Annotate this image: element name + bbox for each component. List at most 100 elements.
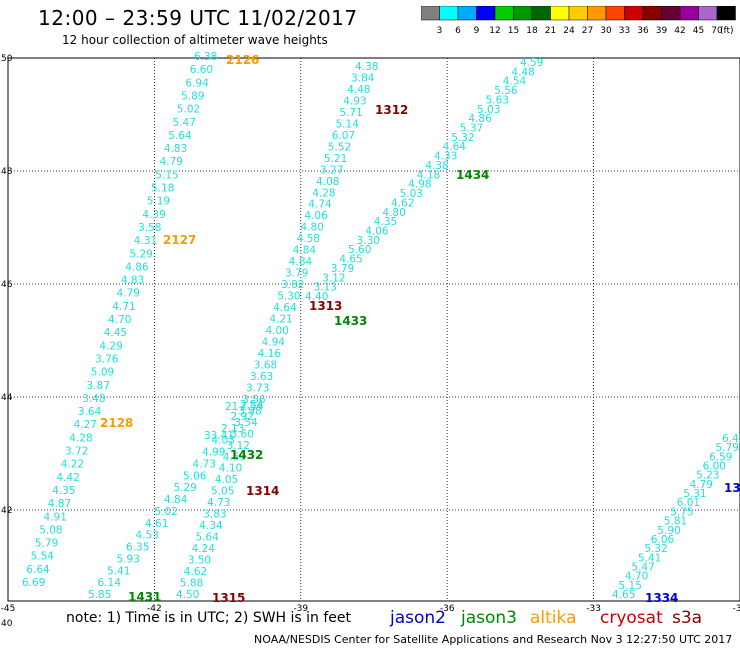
pass-label: 1313 [309, 299, 342, 313]
swh-value: 5.89 [181, 90, 204, 102]
swh-value: 6.00 [703, 461, 726, 473]
swh-value: 4.84 [293, 245, 317, 257]
swh-value: 4.00 [266, 325, 289, 337]
colorbar-label: 39 [656, 26, 668, 36]
swh-value: 4.54 [503, 76, 527, 88]
swh-value: 4.59 [223, 451, 246, 463]
swh-value: 5.06 [183, 470, 207, 482]
swh-value: 3.64 [78, 406, 102, 418]
page-subtitle: 12 hour collection of altimeter wave hei… [62, 33, 328, 47]
swh-value: 5.90 [657, 525, 680, 537]
pass-label: 1334 [645, 591, 678, 605]
swh-value: 4.24 [192, 543, 216, 555]
swh-value: 5.03 [477, 104, 500, 116]
x-tick-label: -30 [733, 604, 740, 614]
swh-value: 3.50 [188, 555, 211, 567]
x-tick-label: -42 [147, 604, 162, 614]
swh-value: 5.71 [339, 107, 362, 119]
swh-value: 4.86 [125, 261, 149, 273]
swh-value: 4.28 [69, 432, 92, 444]
swh-value: 4.79 [117, 288, 140, 300]
swh-value: 4.87 [48, 498, 71, 510]
swh-value: 4.64 [443, 141, 467, 153]
page-title: 12:00 – 23:59 UTC 11/02/2017 [38, 6, 358, 30]
swh-value-highlight: 21 [225, 401, 238, 413]
colorbar-label: 9 [474, 26, 480, 36]
swh-value: 5.54 [31, 551, 55, 563]
swh-value: 4.86 [468, 113, 492, 125]
swh-value: 6.07 [332, 130, 355, 142]
swh-value: 5.93 [117, 553, 140, 565]
swh-value: 4.05 [215, 474, 238, 486]
swh-value: 5.18 [151, 183, 174, 195]
swh-value: 5.29 [130, 248, 153, 260]
color-legend: 3 6 9 12 15 18 21 24 27 30 33 36 39 42 45 70(ft) [421, 6, 736, 36]
swh-value: 4.27 [74, 419, 97, 431]
colorbar-label: 45 [693, 26, 704, 36]
swh-value: 5.56 [494, 85, 518, 97]
swh-value: 3.79 [285, 268, 308, 280]
credit-line: NOAA/NESDIS Center for Satellite Applica… [254, 633, 733, 646]
swh-value: 3.72 [65, 446, 88, 458]
swh-value: 5.75 [670, 506, 693, 518]
swh-value: 5.31 [683, 488, 706, 500]
colorbar-unit: (ft) [720, 26, 734, 36]
swh-value: 6.38 [194, 51, 217, 63]
swh-value: 4.73 [207, 497, 230, 509]
swh-value: 4.33 [434, 151, 457, 163]
swh-value: 5.37 [460, 123, 483, 135]
swh-value: 4.53 [136, 530, 159, 542]
y-tick-label: 46 [1, 280, 13, 290]
swh-value: 4.62 [391, 197, 414, 209]
colorbar-label: 12 [489, 26, 500, 36]
swh-value: 5.02 [155, 506, 178, 518]
legend-jason2: jason2 [390, 608, 446, 628]
pass-label: 13 [724, 481, 740, 495]
colorbar-label: 33 [619, 26, 630, 36]
swh-value: 4.22 [61, 459, 84, 471]
swh-value: 4.98 [408, 179, 431, 191]
swh-value: 4.70 [625, 571, 648, 583]
legend-jason3: jason3 [461, 608, 517, 628]
pass-label: 2126 [226, 53, 259, 67]
swh-value: 2.92 [231, 411, 254, 423]
swh-value: 5.02 [177, 104, 200, 116]
pass-label: 1434 [456, 168, 489, 182]
swh-value: 4.71 [112, 301, 135, 313]
swh-value: 4.58 [297, 233, 320, 245]
swh-value: 4.80 [301, 222, 324, 234]
swh-value: 5.30 [277, 291, 300, 303]
swh-value: 5.47 [173, 117, 196, 129]
swh-value: 5.21 [324, 153, 347, 165]
x-tick-label: -36 [440, 604, 455, 614]
swh-value: 3.12 [227, 440, 250, 452]
swh-value: 5.63 [486, 94, 509, 106]
swh-value: 4.84 [164, 494, 188, 506]
swh-value: 4.35 [374, 216, 397, 228]
swh-value: 4.84 [289, 256, 313, 268]
swh-value: 3.68 [254, 359, 277, 371]
colorbar-label: 18 [526, 26, 538, 36]
swh-value: 4.48 [347, 84, 370, 96]
swh-value: 4.34 [199, 520, 223, 532]
colorbar-label: 24 [563, 26, 575, 36]
pass-label: 1314 [246, 484, 279, 498]
swh-value: 4.83 [164, 143, 187, 155]
swh-value: 3.54 [234, 417, 258, 429]
colorbar-label: 21 [545, 26, 556, 36]
swh-value: 6.01 [677, 497, 700, 509]
swh-value: 6.94 [185, 77, 209, 89]
pass-label: 1315 [212, 591, 245, 605]
swh-value: 5.64 [196, 532, 220, 544]
pass-label: 2128 [100, 416, 133, 430]
swh-value: 5.41 [107, 565, 130, 577]
swh-value: 6.64 [26, 564, 50, 576]
swh-value: 3.58 [138, 222, 161, 234]
swh-value: 3.27 [320, 164, 343, 176]
swh-value: 2.54 [240, 399, 264, 411]
y-tick-label: 50 [1, 54, 13, 64]
swh-value: 4.16 [258, 348, 282, 360]
swh-value: 4.74 [308, 199, 332, 211]
legend-altika: altika [530, 608, 577, 628]
